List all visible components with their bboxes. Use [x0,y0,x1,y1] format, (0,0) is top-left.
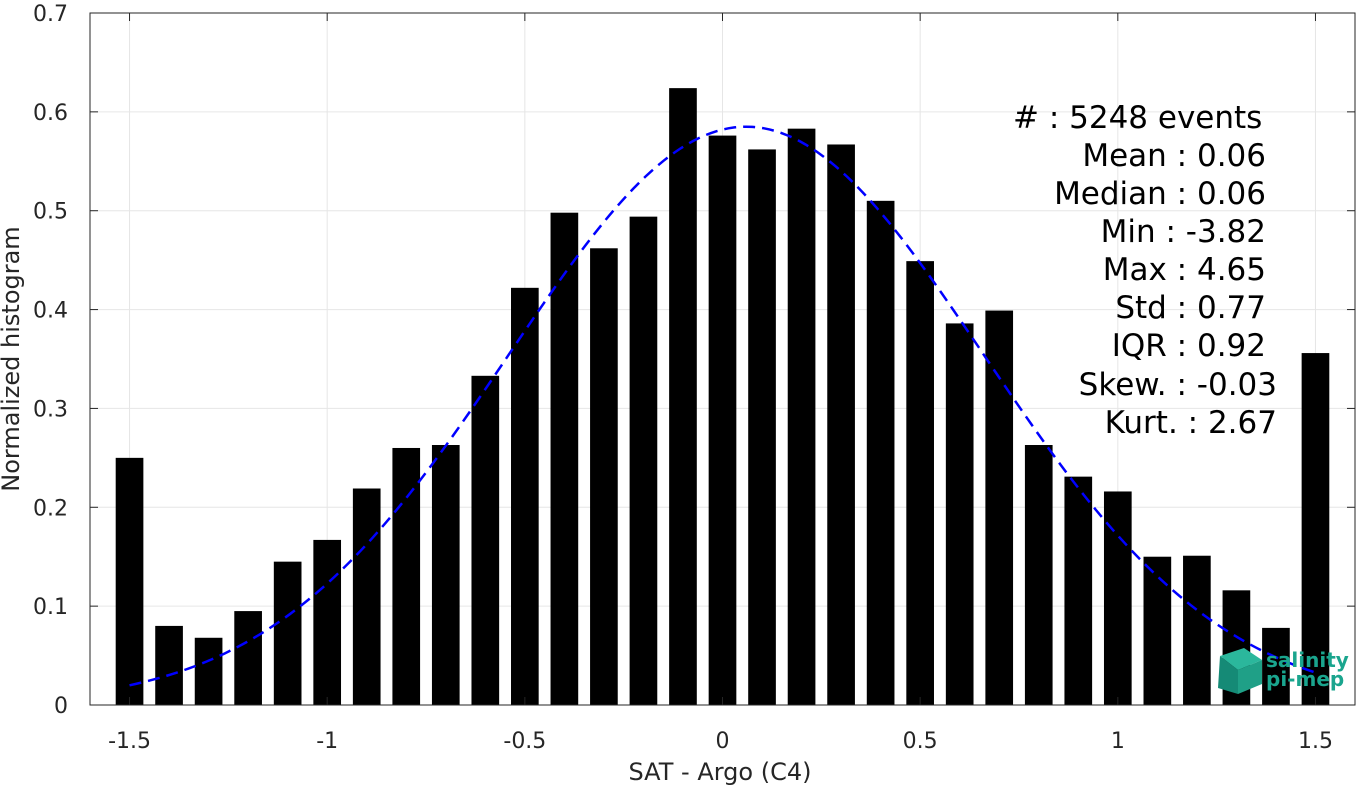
y-tick-label: 0.4 [33,299,68,324]
logo-text-line2: pi-mep [1266,667,1344,691]
stat-kurt: Kurt. : 2.67 [1105,405,1277,441]
axes [89,12,1356,706]
histogram-bar [1301,353,1330,705]
histogram-bar [1103,491,1132,705]
histogram-bar [115,457,144,705]
histogram-bar [155,625,183,705]
x-tick-label: -0.5 [503,729,546,754]
stat-min: Min : -3.82 [1101,214,1266,250]
stat-std: Std : 0.77 [1115,290,1266,326]
histogram-bar [352,488,381,705]
histogram-bar [985,310,1014,705]
logo-text-line1: salinity [1266,648,1349,672]
y-tick-labels: 0 0.1 0.2 0.3 0.4 0.5 0.6 0.7 [33,2,68,719]
y-axis-label: Normalized histogram [0,226,25,491]
x-tick-labels: -1.5 -1 -0.5 0 0.5 1 1.5 [108,729,1333,754]
histogram-bar [471,375,500,705]
histogram-bar [945,323,974,705]
histogram-bar [1183,555,1211,705]
stat-median: Median : 0.06 [1054,176,1266,212]
histogram-bar [1064,476,1093,705]
stat-skew: Skew. : -0.03 [1079,367,1277,403]
y-tick-label: 0.3 [33,397,68,422]
y-tick-label: 0.7 [33,2,68,27]
y-tick-label: 0.1 [33,595,68,620]
histogram-bar [906,261,934,705]
histogram-bar [234,611,262,705]
histogram-bar [866,200,895,706]
histogram-bar [194,637,223,705]
y-tick-label: 0.5 [33,200,68,225]
x-tick-label: -1.5 [108,729,151,754]
histogram-bar [550,212,579,706]
y-tick-label: 0.6 [33,101,68,126]
histogram-bar [511,287,539,705]
x-tick-label: 1 [1111,729,1125,754]
histogram-bar [1143,556,1172,705]
stat-mean: Mean : 0.06 [1082,138,1266,174]
histogram-bar [1024,445,1053,705]
x-tick-label: 0 [716,729,730,754]
histogram-bar [273,561,302,705]
stat-events: # : 5248 events [1013,100,1262,136]
stat-iqr: IQR : 0.92 [1112,328,1266,364]
x-tick-label: 0.5 [903,729,938,754]
y-tick-label: 0 [54,694,68,719]
stats-box: # : 5248 events Mean : 0.06 Median : 0.0… [1013,100,1277,441]
histogram-bar [313,539,342,705]
y-tick-label: 0.2 [33,496,68,521]
x-tick-label: 1.5 [1298,729,1333,754]
logo-cube-icon [1218,648,1262,694]
histogram-bar [431,445,460,705]
x-axis-label: SAT - Argo (C4) [629,758,812,786]
histogram-bar [392,447,421,705]
histogram-bar [827,144,855,706]
salinity-pimep-logo: salinity pi-mep [1218,648,1349,694]
histogram-bar [708,135,737,705]
stat-max: Max : 4.65 [1103,252,1266,288]
histogram-bar [1262,627,1290,705]
histogram-bar [748,149,776,705]
histogram-bar [629,216,658,705]
histogram-bars [115,88,1330,706]
histogram-bar [669,88,697,706]
x-tick-label: -1 [316,729,338,754]
histogram-bar [787,128,816,706]
histogram-bar [590,248,618,705]
